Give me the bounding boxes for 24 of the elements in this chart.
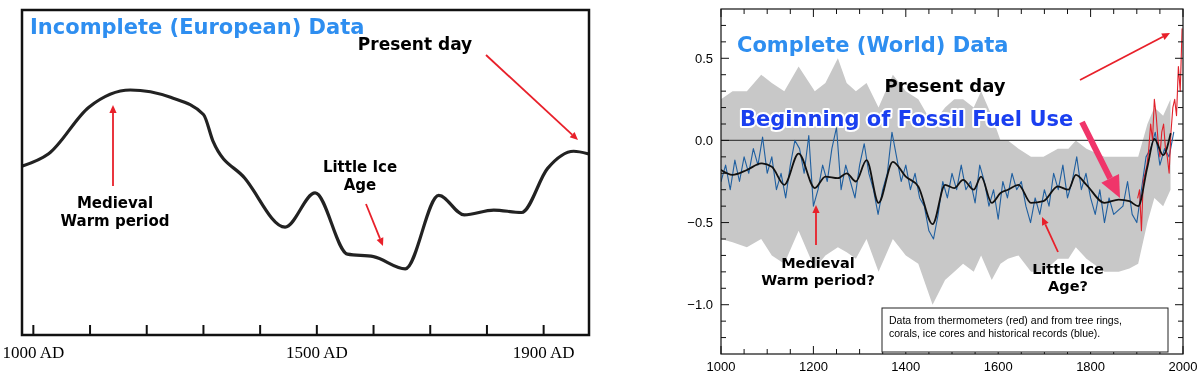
text-box: Data from thermometers (red) and from tree rings, corals, ice cores and historical records (blue). bbox=[881, 307, 1169, 353]
annotation: Present day bbox=[884, 75, 1006, 96]
x-tick-label: 1400 bbox=[891, 359, 921, 374]
x-tick-label: 1000 bbox=[706, 359, 736, 374]
y-tick-label: 0.0 bbox=[694, 132, 713, 148]
x-tick-label: 1000 AD bbox=[2, 343, 65, 362]
text: Present day bbox=[357, 34, 473, 54]
x-tick-label: 1200 bbox=[798, 359, 828, 374]
annotation: Data from thermometers (red) and from tree rings, corals, ice cores and historical records (blue). bbox=[889, 314, 1122, 339]
y-tick-label: −0.5 bbox=[687, 215, 713, 231]
line-series bbox=[1137, 28, 1183, 232]
x-tick-label: 1600 bbox=[983, 359, 1013, 374]
annotation: Little Ice Age bbox=[322, 158, 398, 194]
x-tick-label: 2000 bbox=[1168, 359, 1198, 374]
x-tick-label: 1800 bbox=[1076, 359, 1106, 374]
text: Complete (World) Data bbox=[737, 33, 1009, 57]
y-tick-label: 0.5 bbox=[694, 50, 713, 66]
annotation: Medieval Warm period bbox=[60, 194, 170, 230]
annotation: Medieval Warm period? bbox=[761, 255, 875, 289]
x-tick-label: 1500 AD bbox=[285, 343, 348, 362]
y-tick-label: −1.0 bbox=[687, 297, 713, 313]
annotation: Beginning of Fossil Fuel Use bbox=[740, 107, 1074, 131]
x-tick-label: 1900 AD bbox=[512, 343, 575, 362]
annotation: Little Ice Age? bbox=[1032, 261, 1105, 295]
